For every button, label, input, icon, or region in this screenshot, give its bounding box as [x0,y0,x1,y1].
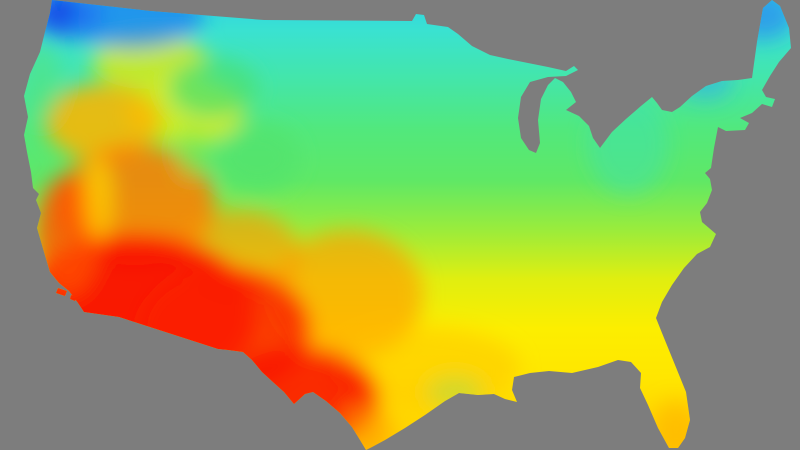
hotspot-oregon-highdesert-orange [45,84,161,160]
hotspot-yellowstone-green [168,58,258,118]
hotspot-north-cascades-blue [60,0,204,48]
temperature-anomaly-blobs [24,0,791,450]
hotspot-wasatch-green [176,126,208,178]
hotspot-colorado-rockies-green [216,124,300,192]
hotspot-puget-core-blue [53,0,73,24]
hotspot-sierra-nevada-yellow [83,156,113,240]
hotspot-southern-plains-orange [273,230,423,360]
